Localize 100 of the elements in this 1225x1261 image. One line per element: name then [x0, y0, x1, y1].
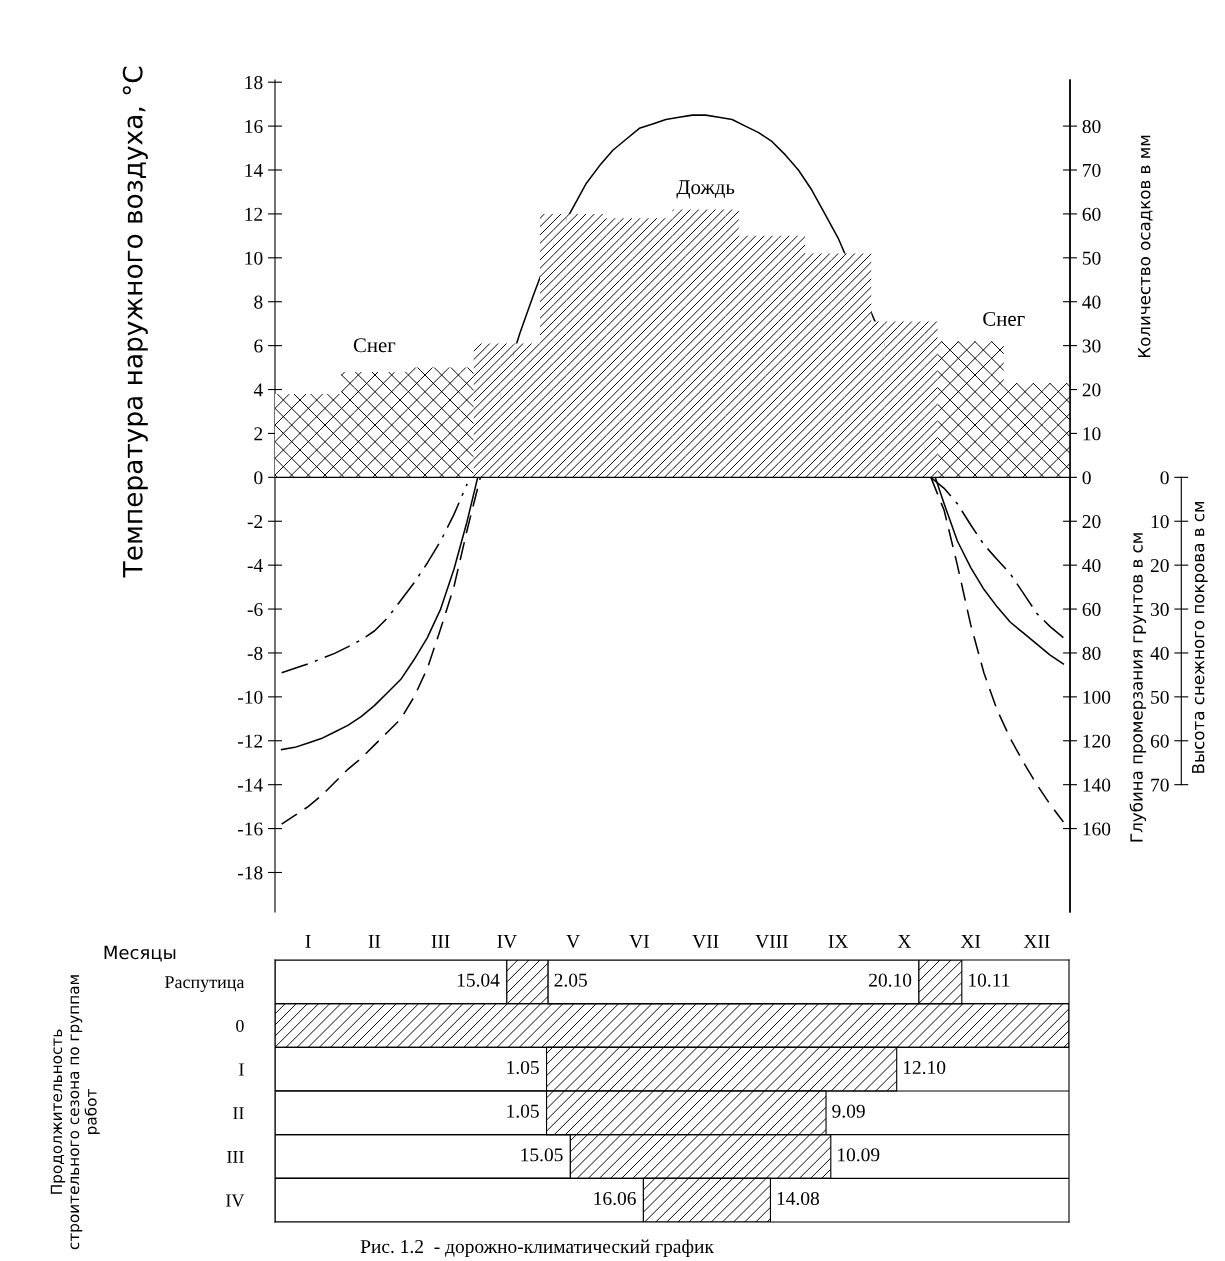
y-tick-label: -4 [247, 559, 263, 572]
bar [513, 343, 527, 478]
y2-tick-label: 10 [1083, 427, 1101, 441]
annotation: 12.10 [903, 1060, 946, 1075]
annotation: 2.05 [554, 973, 587, 987]
bar [275, 393, 289, 478]
y-tick-label: Распутица [164, 976, 245, 992]
y2-tick-label: 80 [1082, 119, 1101, 134]
annotation: 14.08 [777, 1191, 820, 1206]
bar [434, 367, 448, 478]
bar [818, 253, 832, 478]
bar [301, 393, 315, 478]
bar [844, 253, 858, 478]
bar [897, 321, 911, 478]
bar [487, 343, 501, 478]
y3-tick-label: 100 [1083, 690, 1111, 704]
annotation: 9.09 [832, 1104, 865, 1118]
bar [540, 213, 554, 478]
y-tick-label: 10 [245, 251, 263, 265]
bar [964, 341, 978, 478]
x-tick-label: IX [828, 934, 849, 948]
text: Снег [353, 338, 396, 353]
bar [805, 253, 819, 478]
bar [699, 209, 713, 478]
y3-tick-label: 80 [1082, 646, 1101, 660]
bar [765, 235, 779, 478]
bar [990, 341, 1004, 478]
x-tick-label: III [431, 934, 450, 948]
y-tick-label: 0 [236, 1019, 244, 1032]
bar [791, 235, 805, 478]
y2-tick-label: 0 [1082, 471, 1091, 485]
y-tick-label: -14 [238, 778, 263, 792]
y3-tick-label: 60 [1082, 602, 1101, 616]
y2-tick-label: 50 [1082, 251, 1101, 265]
bar [381, 371, 395, 478]
y-tick-label: 20 [1150, 558, 1169, 573]
bar [447, 367, 461, 478]
x-tick-label: II [368, 934, 381, 948]
y-tick-label: 60 [1150, 734, 1169, 748]
y-tick-label: III [227, 1150, 244, 1163]
y3-tick-label: 120 [1083, 734, 1111, 748]
bar [937, 341, 951, 478]
bar [526, 343, 540, 478]
x-tick-label: XI [960, 934, 981, 948]
bar [1017, 382, 1031, 478]
y-tick-label: IV [226, 1194, 245, 1207]
bar [1030, 382, 1044, 478]
y-axis-title: Температура наружного воздуха, °C [122, 66, 148, 578]
bar [871, 321, 885, 478]
bar [354, 371, 368, 478]
text: Рис. 1.2 - дорожно-климатический график [360, 1239, 714, 1258]
y-tick-label: I [239, 1063, 244, 1076]
x-tick-label: X [897, 934, 912, 948]
bar [606, 218, 620, 478]
bar [858, 253, 872, 478]
bar [712, 209, 726, 478]
y2-tick-label: 40 [1082, 295, 1101, 309]
bar [314, 393, 328, 478]
y-tick-label: 4 [253, 383, 263, 397]
bar [553, 213, 567, 478]
y-tick-label: -2 [247, 515, 263, 528]
y-tick-label: -16 [238, 822, 263, 836]
x-tick-label: VII [692, 934, 719, 949]
y2-tick-label: 60 [1082, 207, 1101, 221]
x-tick-label: V [566, 934, 580, 949]
y-axis-title: Высота снежного покрова в см [1192, 501, 1208, 773]
x-tick-label: XII [1023, 934, 1050, 948]
bar [619, 218, 633, 478]
bar [831, 253, 845, 478]
y-tick-label: 16 [245, 119, 263, 134]
bar [725, 209, 739, 478]
bar [685, 209, 699, 478]
y-tick-label: 50 [1151, 690, 1169, 704]
annotation: 10.11 [969, 973, 1010, 987]
bar [473, 343, 487, 478]
bar [1043, 382, 1057, 478]
y-tick-label: 8 [254, 295, 263, 309]
bar [593, 213, 607, 478]
y-tick-label: 0 [1160, 471, 1169, 485]
bar [672, 209, 686, 478]
series-label: Дождь [676, 180, 735, 199]
y3-tick-label: 40 [1082, 558, 1101, 573]
y-tick-label: -10 [238, 690, 263, 704]
y3-axis-title: Глубина промерзания грунтов в см [1129, 533, 1147, 842]
y-tick-label: 70 [1151, 778, 1169, 792]
bar [288, 393, 302, 478]
bar [500, 343, 514, 478]
bar [328, 393, 342, 478]
y-tick-label: II [233, 1107, 244, 1120]
x-tick-label: VI [629, 934, 649, 949]
bar [407, 367, 421, 478]
y-tick-label: -6 [247, 602, 263, 616]
y-tick-label: 6 [254, 339, 263, 353]
y-tick-label: 12 [245, 207, 263, 221]
y3-tick-label: 140 [1083, 778, 1111, 792]
y2-tick-label: 70 [1083, 163, 1101, 177]
bar [579, 213, 593, 478]
y-tick-label: -12 [238, 734, 263, 748]
bar [884, 321, 898, 478]
y-tick-label: 2 [254, 427, 263, 441]
